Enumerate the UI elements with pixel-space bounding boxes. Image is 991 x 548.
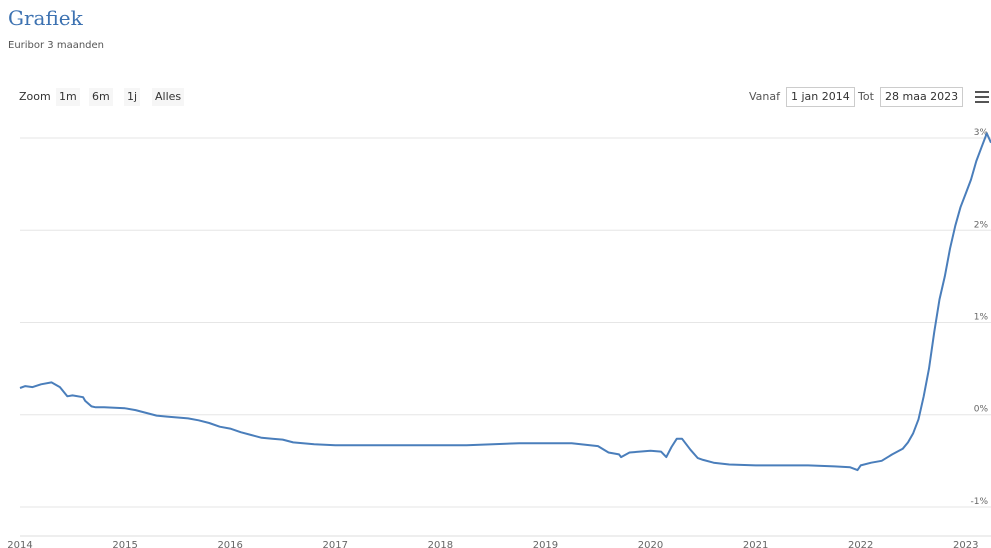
line-chart: 3% 2% 1% 0% -1% 2014 2015 2016 2017 2018 2019 2020…	[7, 128, 991, 548]
series-line-euribor	[19, 132, 991, 472]
to-label: Tot	[858, 90, 874, 103]
y-tick-label: 2%	[974, 220, 989, 230]
zoom-label: Zoom	[19, 90, 51, 103]
range-selector-toolbar: Zoom 1m 6m 1j Alles Vanaf 1 jan 2014 Tot…	[0, 86, 991, 110]
from-label: Vanaf	[749, 90, 780, 103]
from-date-input[interactable]: 1 jan 2014	[786, 87, 855, 107]
zoom-all-button[interactable]: Alles	[152, 88, 185, 106]
zoom-1j-button[interactable]: 1j	[124, 88, 141, 106]
y-tick-label: 3%	[974, 128, 989, 138]
y-tick-label: 0%	[974, 405, 989, 415]
y-tick-label: -1%	[970, 497, 988, 507]
x-tick-label: 2016	[217, 540, 242, 548]
hamburger-menu-icon[interactable]	[975, 91, 989, 103]
zoom-1m-button[interactable]: 1m	[56, 88, 80, 106]
x-tick-label: 2019	[533, 540, 558, 548]
x-tick-label: 2018	[428, 540, 453, 548]
x-tick-label: 2015	[112, 540, 137, 548]
zoom-6m-button[interactable]: 6m	[89, 88, 113, 106]
y-axis-ticks: 3% 2% 1% 0% -1%	[970, 128, 988, 507]
x-axis-ticks: 2014 2015 2016 2017 2018 2019 2020 2021 2022 2023	[7, 540, 978, 548]
chart-grid	[20, 137, 991, 537]
x-tick-label: 2022	[848, 540, 873, 548]
x-tick-label: 2021	[743, 540, 768, 548]
y-tick-label: 1%	[974, 313, 989, 323]
x-tick-label: 2017	[323, 540, 348, 548]
x-tick-label: 2020	[638, 540, 663, 548]
x-tick-label: 2023	[953, 540, 978, 548]
x-tick-label: 2014	[7, 540, 32, 548]
to-date-input[interactable]: 28 maa 2023	[880, 87, 964, 107]
chart-subtitle: Euribor 3 maanden	[8, 40, 105, 51]
page-title: Grafiek	[8, 6, 83, 30]
